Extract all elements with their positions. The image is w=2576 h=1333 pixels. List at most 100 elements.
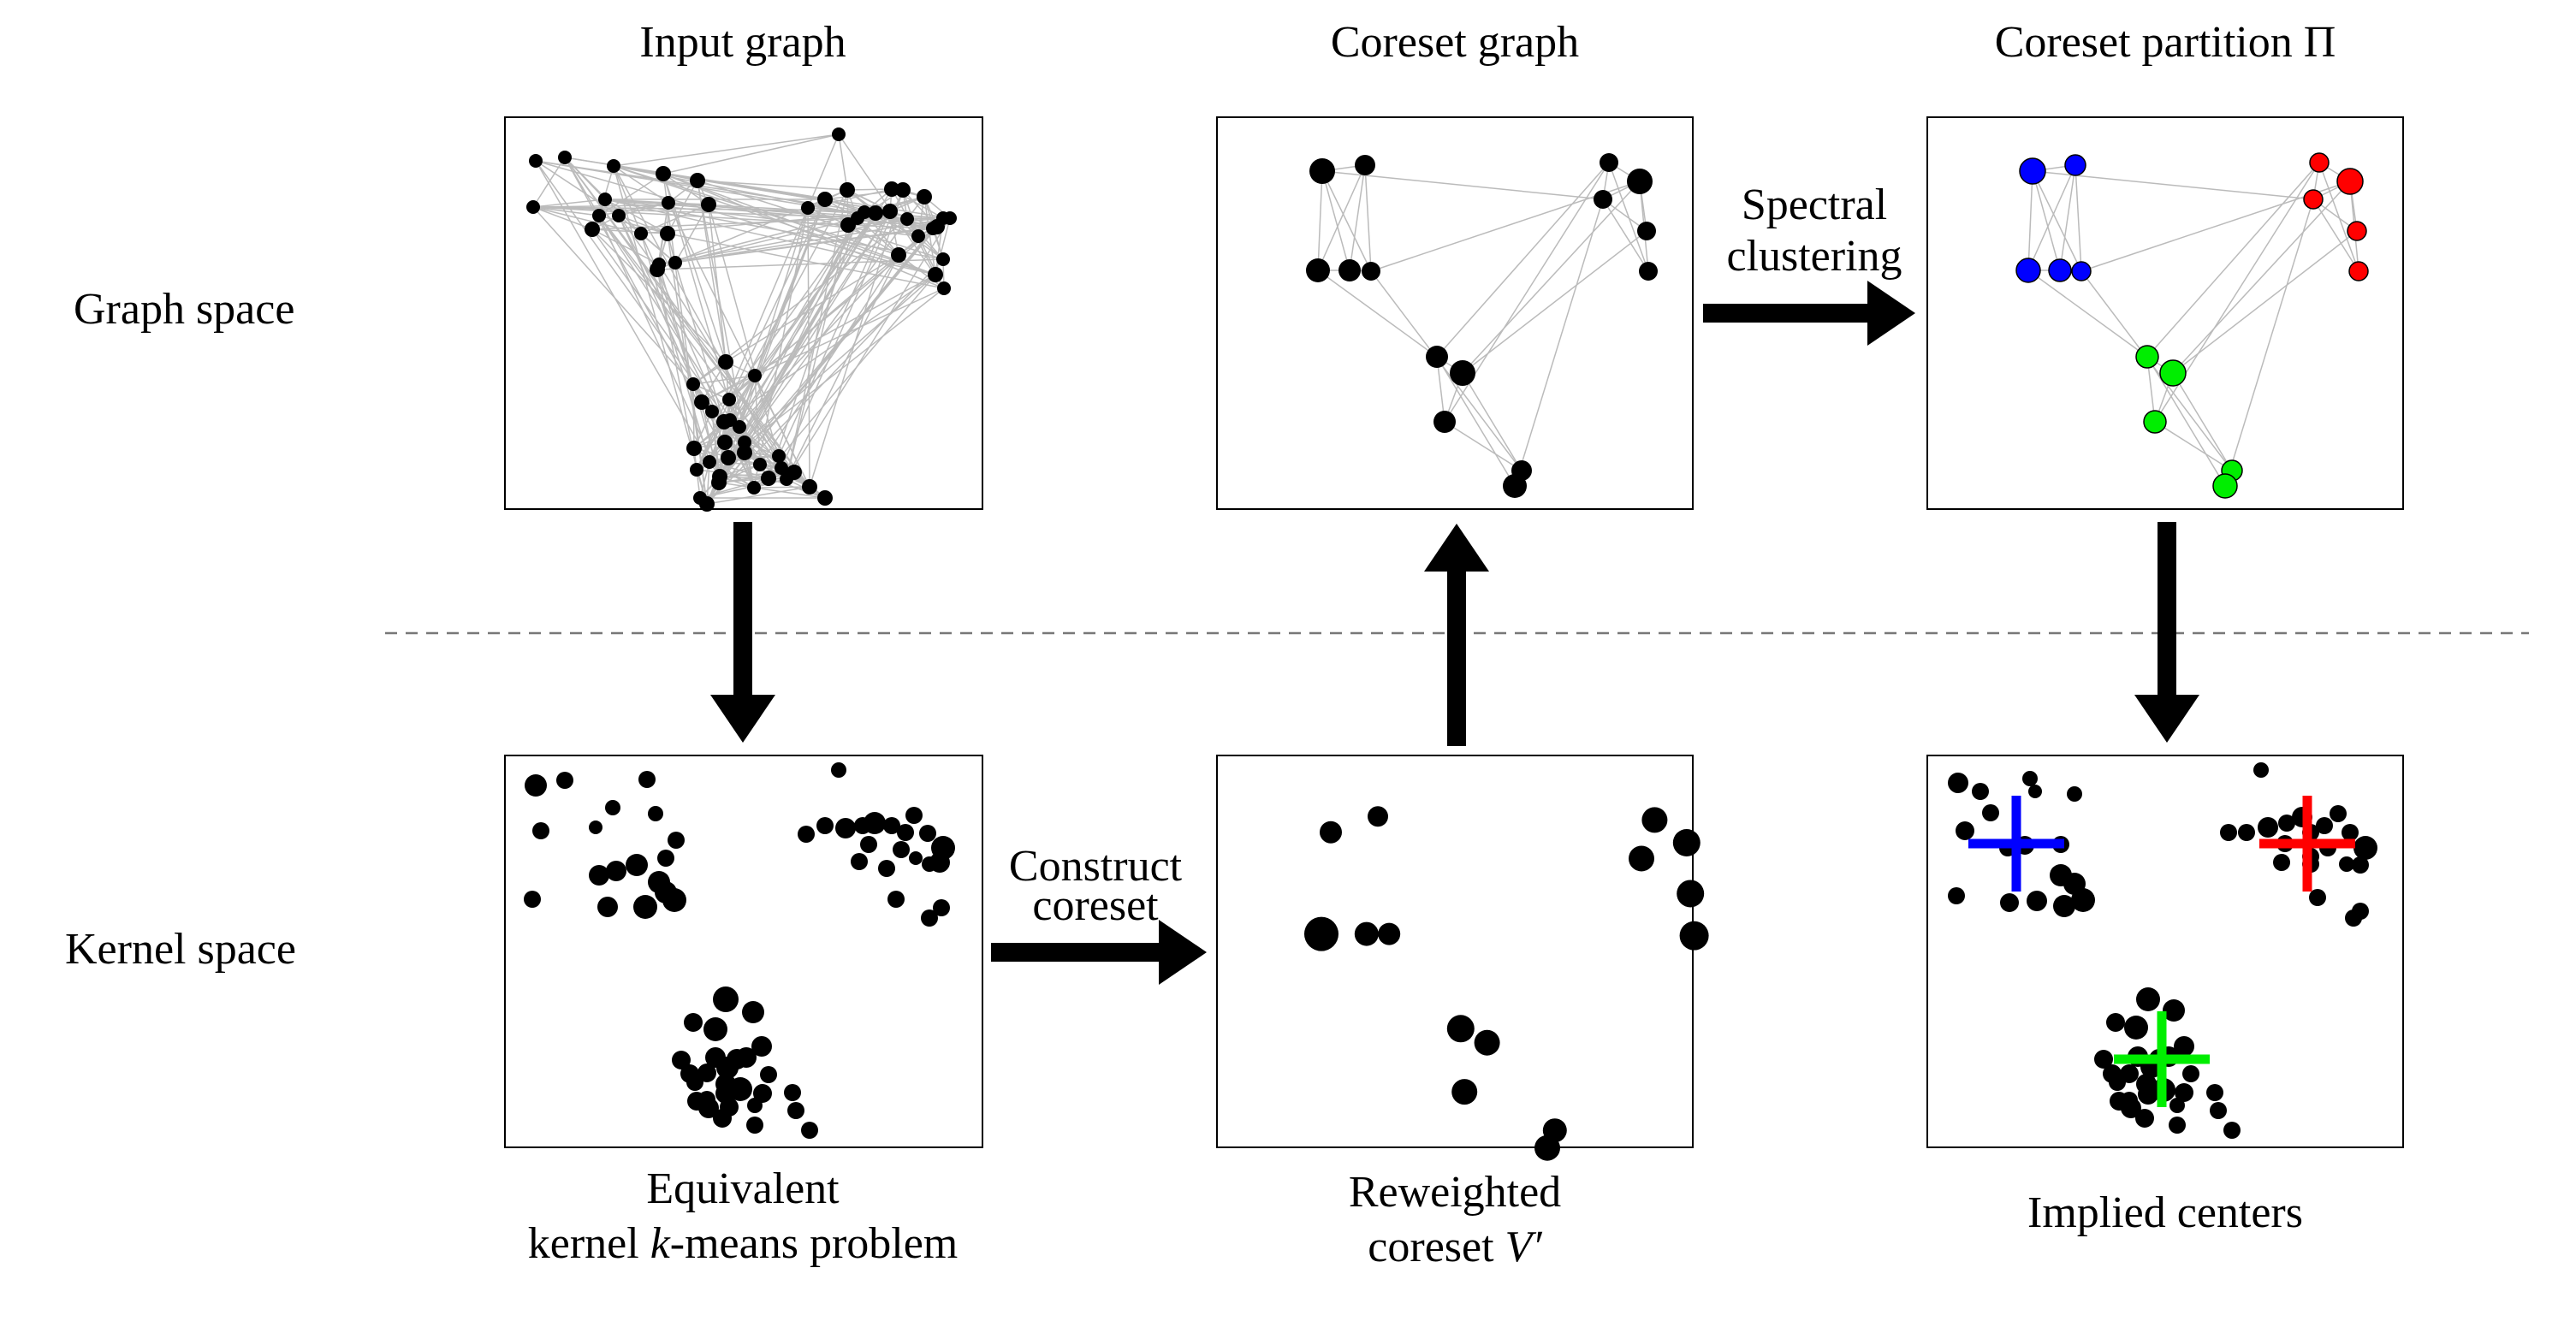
coreset-graph-edge — [1321, 170, 1604, 200]
input-graph-edge — [532, 206, 593, 230]
input-graph-edge — [754, 375, 761, 465]
coreset-partition-edge-group — [2027, 162, 2359, 487]
arrow-coreset-to-graph — [1424, 524, 1489, 746]
coreset-partition-node — [2309, 152, 2330, 173]
implied-point — [1948, 773, 1968, 793]
implied-point — [1972, 783, 1989, 800]
input-graph-edge — [739, 375, 756, 428]
coreset-graph-edge — [1370, 270, 1522, 471]
implied-point — [2278, 815, 2295, 832]
kernel-point — [893, 841, 910, 858]
input-graph-node — [868, 205, 883, 221]
kernel-point — [697, 1063, 716, 1082]
kernel-point — [715, 1083, 736, 1104]
kernel-point — [672, 1051, 691, 1069]
kernel-point — [657, 850, 674, 867]
coreset-partition-node — [2019, 157, 2046, 185]
input-graph-edge — [591, 228, 660, 265]
coreset-partition-edge — [2318, 162, 2359, 272]
coreset-graph-node — [1426, 346, 1448, 368]
implied-point — [2028, 785, 2042, 798]
implied-point — [2175, 1083, 2193, 1102]
coreset-partition-node — [2048, 258, 2072, 282]
implied-point — [2169, 1117, 2186, 1134]
kernel-point — [605, 800, 620, 815]
implied-point — [2022, 771, 2038, 786]
coreset-partition-edge — [2146, 162, 2320, 358]
input-graph-edge — [727, 287, 945, 459]
input-graph-edge — [706, 486, 810, 505]
input-graph-edge — [807, 133, 840, 209]
coreset-partition-edge — [2224, 198, 2314, 487]
coreset-partition-node — [2159, 359, 2187, 387]
kernel-point — [606, 861, 626, 881]
kernel-point — [851, 853, 868, 870]
kernel-point — [747, 1098, 763, 1113]
implied-point — [2174, 1036, 2194, 1057]
input-graph-node — [884, 181, 899, 197]
coreset-partition-edge — [2032, 170, 2314, 200]
coreset-partition-node — [2135, 345, 2159, 369]
input-graph-edge — [692, 383, 695, 449]
panel-coreset-graph — [1216, 116, 1694, 510]
input-graph-edge — [786, 217, 951, 480]
reweighted-point — [1304, 916, 1338, 951]
coreset-graph-edge — [1462, 181, 1641, 374]
kernel-point — [556, 772, 573, 789]
reweighted-point — [1677, 880, 1705, 908]
label-spectral-line2: clustering — [1726, 232, 1902, 281]
implied-point — [2309, 889, 2326, 906]
kernel-point — [922, 856, 937, 872]
coreset-partition-edge — [2074, 164, 2082, 272]
kernel-point — [887, 891, 905, 908]
kernel-point — [668, 832, 685, 849]
kernel-point — [698, 1098, 719, 1118]
caption-equivalent-line2: kernel k-means problem — [486, 1217, 1000, 1271]
input-graph-node — [656, 166, 671, 181]
input-graph-node — [705, 405, 719, 418]
input-graph-node — [772, 449, 786, 463]
input-graph-node — [761, 471, 776, 486]
input-graph-edge — [781, 189, 904, 469]
input-graph-edge — [699, 477, 769, 499]
input-graph-edge — [847, 217, 951, 226]
kernel-point — [684, 1013, 703, 1032]
center-cross-blue — [1968, 796, 2064, 892]
coreset-graph-node — [1306, 258, 1330, 282]
reweighted-point — [1672, 829, 1701, 856]
input-graph-edge — [753, 486, 810, 489]
kernel-point — [831, 762, 846, 778]
input-graph-edge — [613, 133, 840, 167]
input-graph-edge — [674, 204, 709, 264]
input-graph-node — [660, 226, 675, 241]
coreset-graph-edge — [1317, 270, 1438, 358]
caption-implied-centers: Implied centers — [2027, 1188, 2303, 1237]
coreset-graph-edge — [1321, 170, 1372, 272]
implied-point — [1956, 821, 1974, 840]
arrow-graph-to-kernel-shape — [710, 522, 775, 743]
input-graph-edge — [564, 157, 810, 488]
title-coreset-graph: Coreset graph — [1330, 18, 1580, 67]
input-graph-edge — [846, 189, 944, 260]
input-graph-edge — [727, 188, 893, 459]
panel-reweighted-coreset — [1216, 755, 1694, 1148]
input-graph-node — [717, 435, 733, 450]
reweighted-point — [1474, 1029, 1500, 1056]
coreset-graph-node — [1362, 262, 1380, 281]
implied-point — [2121, 1098, 2141, 1118]
input-graph-edge — [744, 274, 936, 443]
input-graph-node — [607, 159, 620, 173]
input-graph-edge — [739, 211, 865, 428]
arrow-spectral-clustering — [1703, 281, 1915, 346]
coreset-partition-edge — [2080, 270, 2233, 471]
input-graph-node — [936, 252, 950, 266]
implied-point — [2210, 1102, 2227, 1119]
coreset-partition-node — [2071, 261, 2092, 281]
kernel-point — [589, 821, 602, 834]
coreset-graph-edge — [1349, 164, 1366, 271]
kernel-point — [864, 812, 886, 834]
input-graph-node — [737, 445, 752, 460]
coreset-graph-edge — [1608, 162, 1649, 272]
implied-point — [2124, 1016, 2148, 1040]
kernel-point — [801, 1122, 818, 1139]
